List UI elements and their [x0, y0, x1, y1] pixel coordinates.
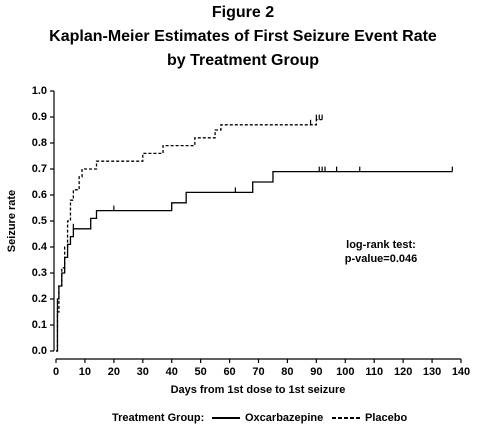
x-tick-label: 80 — [281, 366, 293, 378]
y-tick-label: 0.8 — [32, 137, 47, 149]
legend-label: Placebo — [365, 412, 407, 424]
x-tick-label: 40 — [166, 366, 178, 378]
y-tick-label: 0.6 — [32, 189, 47, 201]
step-line — [56, 118, 323, 352]
y-tick-label: 0.9 — [32, 111, 47, 123]
y-tick-label: 0.0 — [32, 345, 47, 357]
x-tick-label: 50 — [195, 366, 207, 378]
chart-title: by Treatment Group — [167, 52, 319, 69]
x-tick-label: 30 — [137, 366, 149, 378]
legend-title: Treatment Group: — [112, 412, 204, 424]
x-tick-label: 0 — [53, 366, 59, 378]
x-tick-label: 60 — [223, 366, 235, 378]
x-tick-label: 70 — [252, 366, 264, 378]
x-axis-label: Days from 1st dose to 1st seizure — [171, 384, 346, 396]
x-tick-label: 90 — [310, 366, 322, 378]
y-tick-label: 0.5 — [32, 215, 47, 227]
chart-title: Figure 2 — [212, 4, 274, 21]
y-tick-label: 0.7 — [32, 163, 47, 175]
x-tick-label: 140 — [452, 366, 470, 378]
x-tick-label: 110 — [365, 366, 383, 378]
y-tick-label: 0.2 — [32, 293, 47, 305]
y-tick-label: 0.1 — [32, 319, 47, 331]
x-tick-label: 20 — [108, 366, 120, 378]
x-tick-label: 130 — [423, 366, 441, 378]
y-tick-label: 0.3 — [32, 267, 47, 279]
x-tick-label: 120 — [394, 366, 412, 378]
legend-label: Oxcarbazepine — [245, 412, 323, 424]
step-line — [56, 170, 453, 352]
x-tick-label: 100 — [336, 366, 354, 378]
annotation: log-rank test: — [346, 239, 416, 251]
y-axis-label: Seizure rate — [6, 190, 18, 252]
y-tick-label: 0.4 — [32, 241, 48, 253]
x-tick-label: 10 — [79, 366, 91, 378]
y-tick-label: 1.0 — [32, 85, 47, 97]
chart-title: Kaplan-Meier Estimates of First Seizure … — [49, 28, 437, 45]
annotation: p-value=0.046 — [345, 253, 417, 265]
